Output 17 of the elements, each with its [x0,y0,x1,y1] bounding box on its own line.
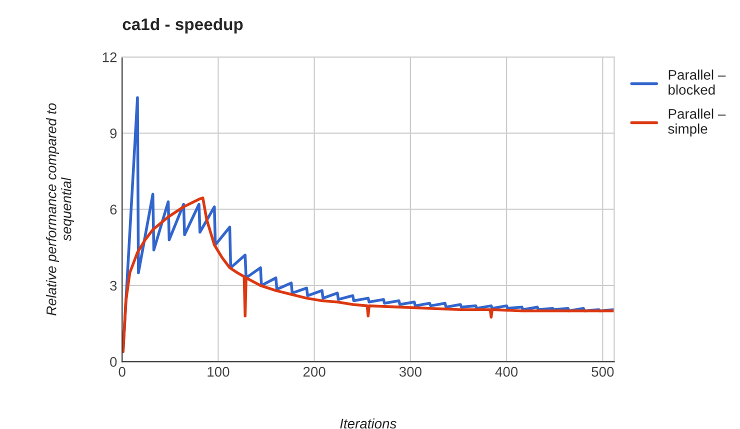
y-tick-label: 6 [110,204,117,215]
x-axis-title: Iterations [340,418,396,429]
y-tick-label: 12 [102,52,117,62]
y-tick-label: 3 [110,280,117,291]
x-tick-label: 0 [118,366,126,377]
x-tick-label: 100 [208,366,230,377]
line-series [122,196,614,353]
legend-label: Parallel – simple [668,108,726,136]
y-axis-title: Relative performance compared to sequential [46,103,74,316]
y-tick-label: 0 [110,356,117,367]
legend-label: Parallel – blocked [668,70,726,95]
x-tick-label: 200 [303,366,326,377]
chart-title: ca1d - speedup [122,18,243,34]
y-tick-label: 9 [110,128,117,138]
x-tick-label: 400 [495,366,518,377]
x-tick-label: 500 [592,366,614,377]
x-tick-label: 300 [399,366,422,377]
